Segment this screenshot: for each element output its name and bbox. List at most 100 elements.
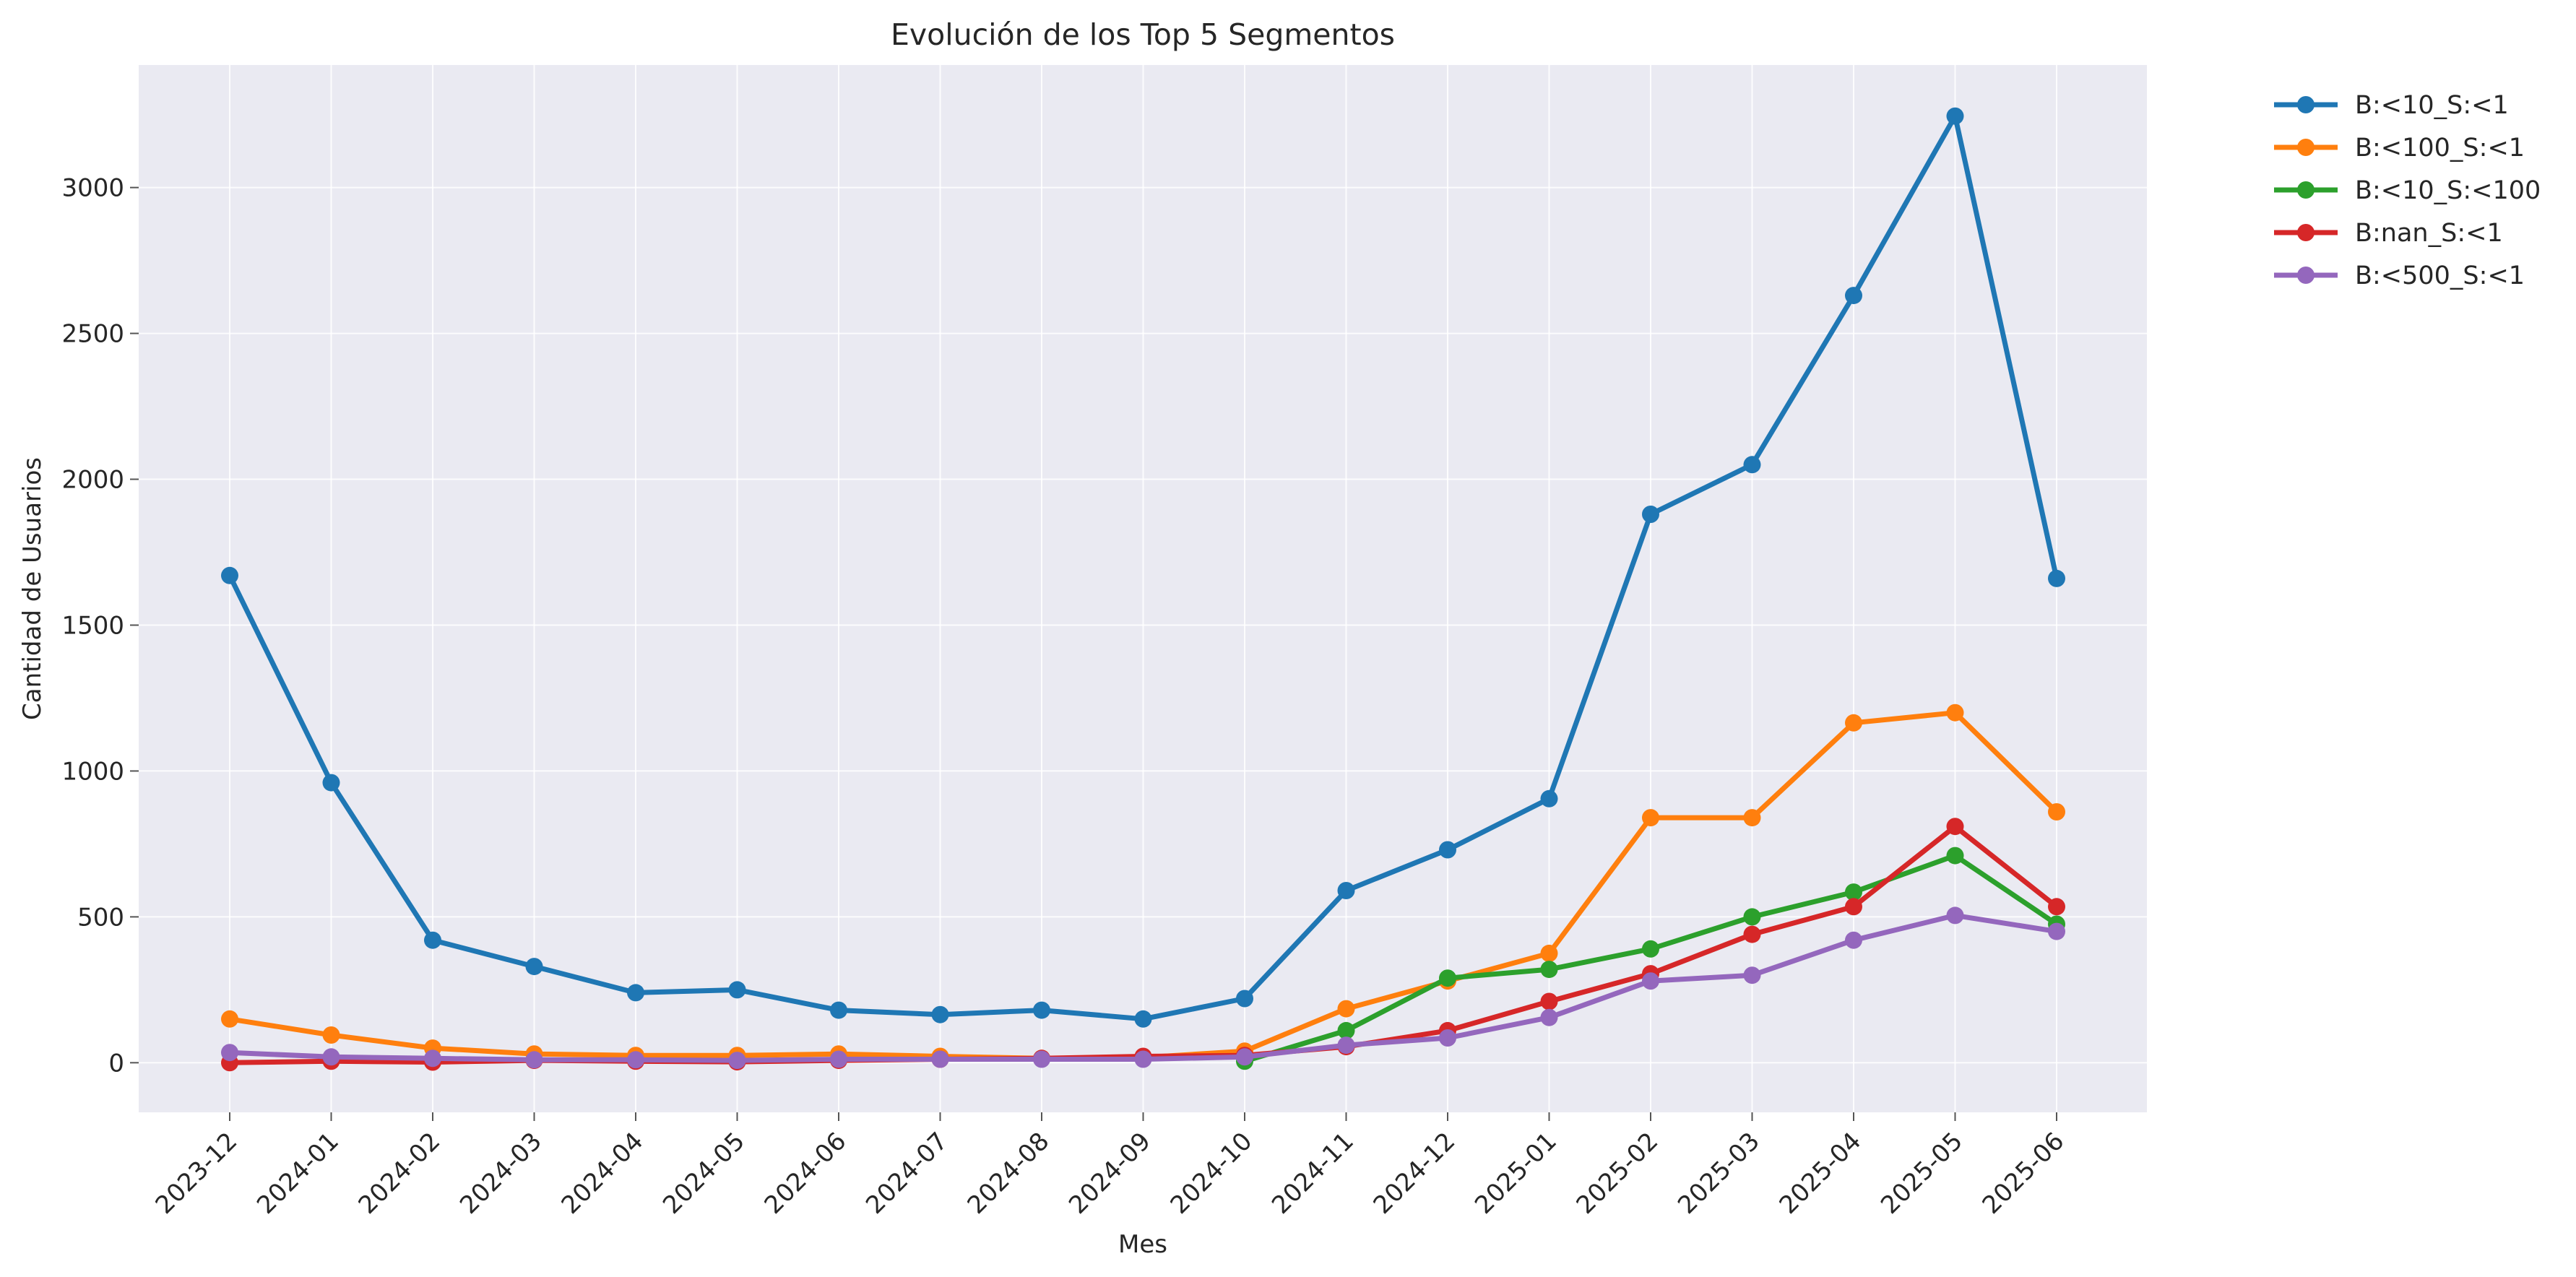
data-point xyxy=(1946,906,1964,925)
y-tick-label: 1500 xyxy=(61,611,124,640)
legend-label: B:<10_S:<100 xyxy=(2355,176,2541,205)
x-tick-label: 2024-02 xyxy=(353,1127,446,1220)
x-tick-label: 2025-02 xyxy=(1571,1127,1664,1220)
data-point xyxy=(1743,809,1761,827)
data-point xyxy=(1743,456,1761,474)
data-point xyxy=(1743,908,1761,926)
data-point xyxy=(1946,818,1964,836)
legend-label: B:<500_S:<1 xyxy=(2355,261,2525,290)
data-point xyxy=(1642,506,1659,523)
data-point xyxy=(1743,966,1761,984)
data-point xyxy=(1540,992,1558,1010)
data-point xyxy=(2048,898,2065,916)
x-tick-label: 2024-01 xyxy=(251,1127,345,1220)
data-point xyxy=(221,566,238,584)
data-point xyxy=(1337,1000,1355,1018)
data-point xyxy=(525,958,543,976)
x-tick-label: 2024-05 xyxy=(657,1127,751,1220)
x-tick-label: 2024-03 xyxy=(454,1127,548,1220)
data-point xyxy=(1337,1036,1355,1055)
data-point xyxy=(1540,944,1558,962)
data-point xyxy=(322,1048,340,1066)
x-tick-label: 2024-09 xyxy=(1063,1127,1157,1220)
data-point xyxy=(424,931,441,949)
data-point xyxy=(830,1050,847,1068)
data-point xyxy=(627,984,644,1002)
x-tick-label: 2024-06 xyxy=(759,1127,852,1220)
data-point xyxy=(1946,107,1964,125)
data-point xyxy=(424,1049,441,1068)
y-tick-label: 2000 xyxy=(61,466,124,495)
data-point xyxy=(1845,714,1862,732)
x-tick-label: 2024-11 xyxy=(1266,1127,1360,1220)
legend-item: B:<100_S:<1 xyxy=(2274,134,2525,163)
legend-item: B:nan_S:<1 xyxy=(2274,219,2503,248)
x-tick-label: 2024-12 xyxy=(1368,1127,1461,1220)
x-tick-label: 2024-07 xyxy=(860,1127,954,1220)
legend-label: B:nan_S:<1 xyxy=(2355,219,2503,248)
y-tick-label: 3000 xyxy=(61,174,124,203)
data-point xyxy=(1642,809,1659,827)
data-point xyxy=(525,1051,543,1069)
x-tick-label: 2025-06 xyxy=(1977,1127,2070,1220)
legend-swatch-marker xyxy=(2297,224,2314,241)
data-point xyxy=(221,1010,238,1028)
data-point xyxy=(1236,990,1253,1008)
legend-item: B:<10_S:<1 xyxy=(2274,91,2509,120)
data-point xyxy=(1743,925,1761,943)
data-point xyxy=(931,1050,949,1068)
x-tick-label: 2025-04 xyxy=(1774,1127,1867,1220)
chart-title: Evolución de los Top 5 Segmentos xyxy=(891,17,1395,52)
x-tick-label: 2024-10 xyxy=(1165,1127,1258,1220)
data-point xyxy=(1946,704,1964,722)
series-group xyxy=(221,107,2065,1028)
x-axis-label: Mes xyxy=(1118,1230,1167,1259)
legend-label: B:<100_S:<1 xyxy=(2355,134,2525,163)
data-point xyxy=(2048,803,2065,821)
data-point xyxy=(2048,569,2065,587)
series-group xyxy=(1236,847,2065,1070)
data-point xyxy=(1845,883,1862,901)
y-tick-label: 2500 xyxy=(61,320,124,349)
legend-label: B:<10_S:<1 xyxy=(2355,91,2509,120)
legend-swatch-marker xyxy=(2297,181,2314,199)
data-point xyxy=(627,1051,644,1069)
data-point xyxy=(1337,1021,1355,1039)
data-point xyxy=(1439,841,1456,859)
data-point xyxy=(1439,1029,1456,1047)
x-tick-label: 2023-12 xyxy=(150,1127,243,1220)
legend-swatch-marker xyxy=(2297,96,2314,113)
data-point xyxy=(1845,931,1862,949)
data-point xyxy=(1033,1050,1050,1068)
data-point xyxy=(322,774,340,792)
data-point xyxy=(728,1052,746,1070)
data-point xyxy=(1337,882,1355,899)
data-point xyxy=(728,981,746,999)
y-tick-label: 500 xyxy=(77,903,124,932)
data-point xyxy=(1236,1048,1253,1066)
grid-lines xyxy=(139,65,2147,1112)
data-point xyxy=(1540,789,1558,808)
x-tick-label: 2025-01 xyxy=(1469,1127,1563,1220)
data-point xyxy=(1845,898,1862,916)
data-point xyxy=(1642,972,1659,990)
y-tick-label: 0 xyxy=(108,1049,124,1078)
legend-swatch-marker xyxy=(2297,139,2314,156)
data-point xyxy=(1845,287,1862,305)
data-point xyxy=(2048,922,2065,940)
legend-item: B:<10_S:<100 xyxy=(2274,176,2541,205)
x-tick-label: 2024-04 xyxy=(556,1127,649,1220)
legend-swatch-marker xyxy=(2297,267,2314,284)
data-point xyxy=(1642,940,1659,958)
data-point xyxy=(1540,1008,1558,1026)
data-point xyxy=(830,1001,847,1019)
x-tick-label: 2025-03 xyxy=(1672,1127,1765,1220)
series-lines xyxy=(221,107,2065,1072)
data-point xyxy=(1946,847,1964,865)
series-group xyxy=(221,906,2065,1070)
legend-item: B:<500_S:<1 xyxy=(2274,261,2525,290)
data-point xyxy=(1540,961,1558,979)
data-point xyxy=(1439,969,1456,987)
x-tick-label: 2025-05 xyxy=(1875,1127,1968,1220)
